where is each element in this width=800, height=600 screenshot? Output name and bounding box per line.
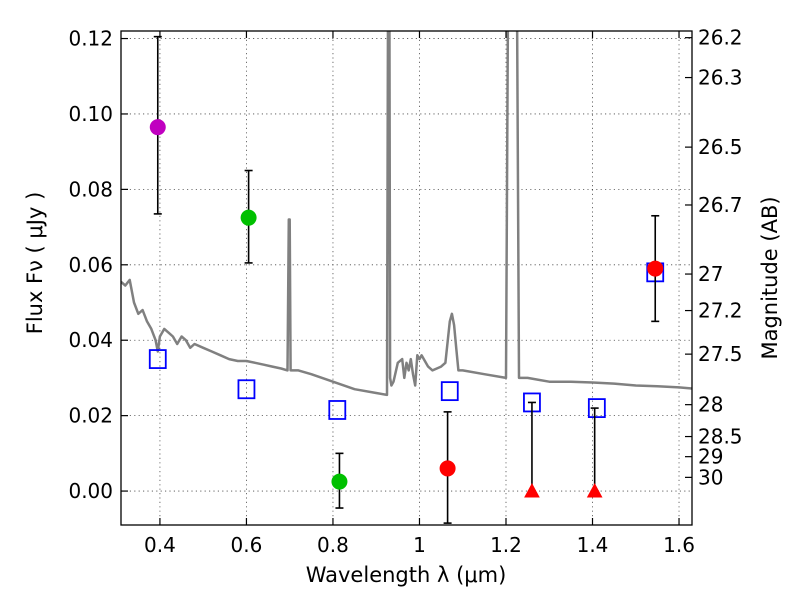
y-tick-label: 0.08 [68, 177, 113, 201]
magnitude-tick-label: 30 [698, 465, 723, 489]
x-axis-label: Wavelength λ (μm) [306, 563, 507, 587]
model-photometry-square [440, 381, 459, 402]
magnitude-tick-label: 26.7 [698, 193, 743, 217]
observed-upper-limit-triangle [524, 483, 540, 498]
observed-point [647, 260, 664, 277]
observed-point [149, 119, 166, 136]
x-tick-label: 1.4 [577, 533, 609, 557]
magnitude-tick-label: 27.2 [698, 299, 743, 323]
observed-point [331, 473, 348, 490]
magnitude-tick-label: 26.5 [698, 135, 743, 159]
plot-frame [120, 30, 693, 526]
model-photometry-square [587, 398, 606, 418]
y2-axis-label: Magnitude (AB) [758, 196, 782, 359]
magnitude-tick-label: 26.3 [698, 66, 743, 90]
magnitude-tick-label: 26.2 [698, 26, 743, 50]
y-tick-label: 0.12 [68, 27, 113, 51]
magnitude-tick-label: 27 [698, 262, 723, 286]
model-photometry-square [148, 349, 167, 369]
model-spectrum-line [121, 31, 692, 397]
y-axis-label: Flux Fν ( μJy ) [23, 192, 47, 335]
y-tick-label: 0.06 [68, 253, 113, 277]
magnitude-tick-label: 29 [698, 445, 723, 469]
x-tick-label: 0.6 [231, 533, 263, 557]
magnitude-tick-label: 28 [698, 393, 723, 417]
model-spectrum-layer [121, 31, 692, 397]
x-tick-label: 0.4 [144, 533, 176, 557]
observed-upper-limit-triangle [586, 483, 603, 498]
x-tick-label: 1 [413, 533, 426, 557]
tick-labels: 0.4 0.6 0.8 1 1.2 1.4 1.6 0.00 0.02 0.04 0.06 0.08 0… [68, 26, 742, 557]
model-photometry-square [237, 379, 256, 400]
y-tick-label: 0.02 [68, 404, 113, 428]
magnitude-tick-label: 27.5 [698, 342, 743, 366]
ticks [121, 31, 692, 525]
magnitude-tick-label: 28.5 [698, 425, 743, 449]
y-tick-label: 0.10 [68, 102, 113, 126]
x-tick-label: 1.2 [490, 533, 522, 557]
model-photometry-square [328, 400, 347, 420]
y-tick-label: 0.04 [68, 328, 113, 352]
x-tick-label: 1.6 [663, 533, 695, 557]
observed-point [240, 209, 257, 226]
marker-layer [148, 35, 665, 524]
y-tick-label: 0.00 [68, 479, 113, 503]
x-tick-label: 0.8 [317, 533, 349, 557]
observed-point [439, 460, 456, 477]
